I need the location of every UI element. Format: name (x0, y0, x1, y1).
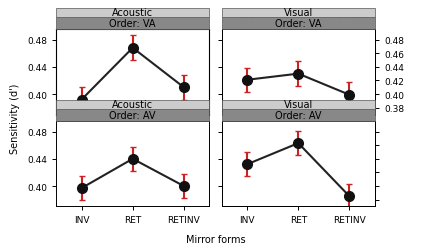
Text: Mirror forms: Mirror forms (185, 234, 245, 244)
Text: Order: AV: Order: AV (274, 111, 321, 121)
Text: Visual: Visual (283, 100, 312, 110)
Text: Order: AV: Order: AV (109, 111, 156, 121)
Text: Acoustic: Acoustic (112, 100, 153, 110)
Text: Order: VA: Order: VA (109, 19, 156, 29)
Text: Order: VA: Order: VA (274, 19, 321, 29)
Text: Acoustic: Acoustic (112, 8, 153, 18)
Text: Visual: Visual (283, 8, 312, 18)
Text: Sensitivity (d'): Sensitivity (d') (10, 83, 20, 153)
